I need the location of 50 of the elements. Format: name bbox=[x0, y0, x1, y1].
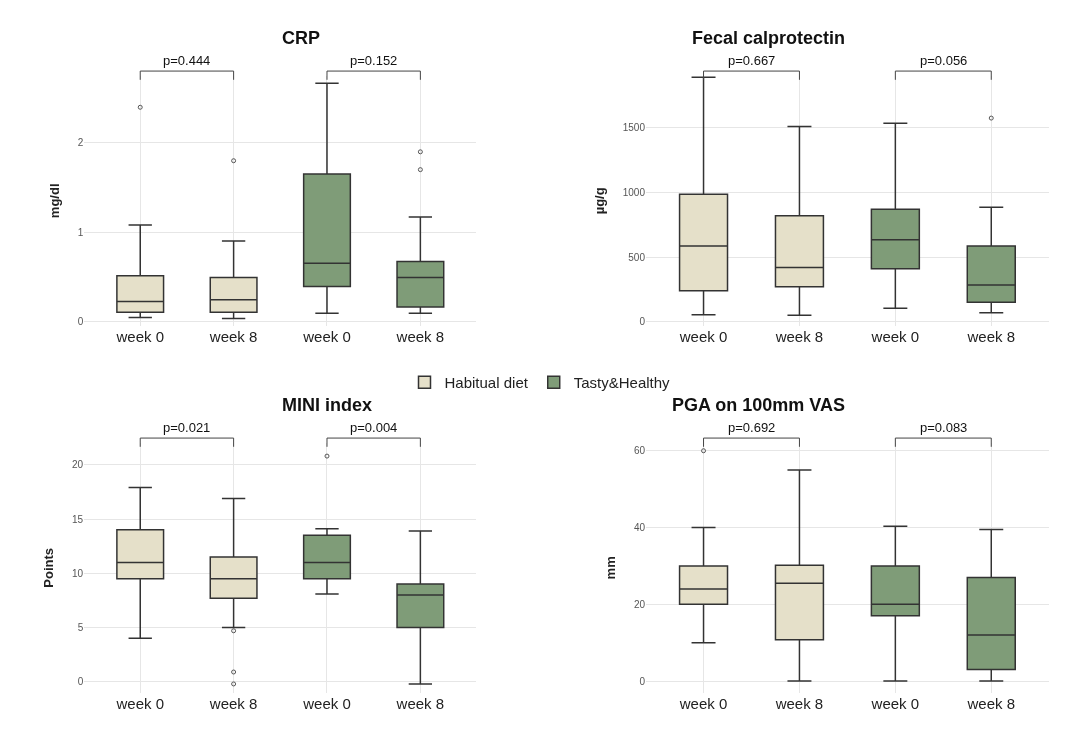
y-tick-label: 20 bbox=[72, 459, 84, 471]
text: p=0.692 bbox=[728, 420, 776, 435]
x-tick-label: week 8 bbox=[395, 327, 445, 345]
y-tick-label: 1 bbox=[77, 226, 84, 238]
x-tick-label: week 0 bbox=[678, 327, 728, 345]
y-tick-label: 0 bbox=[77, 315, 84, 327]
text: p=0.667 bbox=[728, 53, 776, 68]
text: p=0.152 bbox=[350, 53, 398, 68]
y-tick-label: 500 bbox=[628, 251, 646, 263]
y-tick-label: 10 bbox=[72, 567, 84, 579]
y-tick-label: 15 bbox=[72, 513, 84, 525]
y-tick-label: 0 bbox=[639, 675, 646, 687]
chart-title: MINI index bbox=[282, 395, 373, 415]
chart-title: CRP bbox=[282, 28, 321, 48]
x-tick-label: week 8 bbox=[966, 694, 1016, 712]
x-tick-label: week 8 bbox=[966, 327, 1016, 345]
y-axis-title: µg/g bbox=[591, 187, 607, 215]
y-axis-title: Points bbox=[41, 547, 57, 588]
text: p=0.444 bbox=[163, 53, 211, 68]
x-tick-label: week 8 bbox=[774, 694, 824, 712]
legend-label: Habitual diet bbox=[444, 374, 529, 392]
y-tick-label: 2 bbox=[77, 137, 84, 149]
y-tick-label: 5 bbox=[77, 622, 84, 634]
x-tick-label: week 0 bbox=[115, 694, 164, 712]
chart-title: PGA on 100mm VAS bbox=[672, 395, 846, 415]
y-tick-label: 0 bbox=[639, 316, 646, 328]
x-tick-label: week 0 bbox=[870, 694, 920, 712]
legend-label: Tasty&Healthy bbox=[573, 374, 671, 392]
y-tick-label: 1500 bbox=[622, 122, 646, 134]
chart-title: Fecal calprotectin bbox=[692, 28, 846, 48]
y-tick-label: 1000 bbox=[622, 186, 646, 198]
y-tick-label: 60 bbox=[633, 445, 646, 457]
text: p=0.056 bbox=[920, 53, 968, 68]
y-tick-label: 40 bbox=[633, 522, 646, 534]
text: p=0.004 bbox=[350, 420, 398, 435]
x-tick-label: week 0 bbox=[115, 327, 164, 345]
x-tick-label: week 8 bbox=[208, 327, 258, 345]
x-tick-label: week 8 bbox=[208, 694, 258, 712]
x-tick-label: week 0 bbox=[302, 327, 351, 345]
y-axis-title: mg/dl bbox=[46, 183, 62, 219]
x-tick-label: week 8 bbox=[395, 694, 445, 712]
text: p=0.021 bbox=[163, 420, 211, 435]
y-tick-label: 0 bbox=[77, 676, 84, 688]
x-tick-label: week 8 bbox=[774, 327, 824, 345]
y-axis-title: mm bbox=[602, 556, 618, 580]
x-tick-label: week 0 bbox=[302, 694, 351, 712]
y-tick-label: 20 bbox=[633, 598, 646, 610]
text: p=0.083 bbox=[920, 420, 968, 435]
x-tick-label: week 0 bbox=[678, 694, 728, 712]
x-tick-label: week 0 bbox=[870, 327, 920, 345]
